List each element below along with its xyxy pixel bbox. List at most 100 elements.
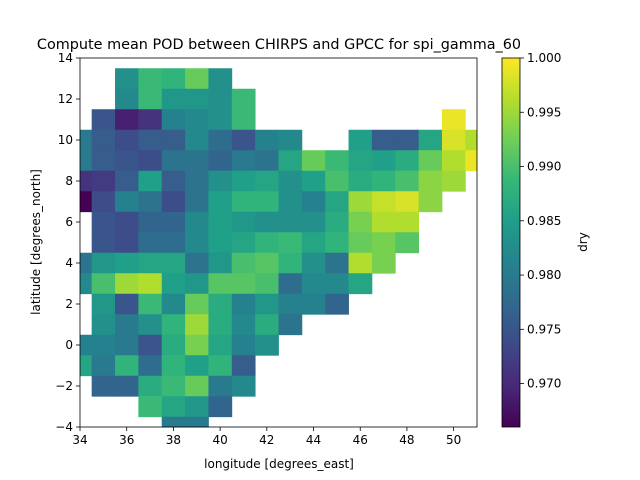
heatmap-cell [115, 355, 139, 377]
heatmap-cell [115, 211, 139, 233]
x-tick-label: 38 [166, 433, 181, 447]
heatmap-cell [91, 334, 116, 356]
heatmap-cell [301, 273, 326, 295]
x-tick-label: 48 [399, 433, 414, 447]
colorbar-tick-label: 0.995 [527, 105, 561, 119]
heatmap-cell [138, 355, 163, 377]
heatmap-cell [91, 232, 116, 254]
heatmap-cell [255, 191, 279, 213]
heatmap-cell [80, 334, 93, 356]
heatmap-cell [161, 211, 186, 233]
heatmap-cell [418, 191, 443, 213]
heatmap-cell [115, 109, 139, 131]
heatmap-cell [80, 273, 93, 295]
heatmap-cell [325, 170, 349, 192]
heatmap-cell [80, 129, 93, 151]
heatmap-cell [115, 293, 139, 315]
heatmap-cell [115, 252, 139, 274]
heatmap-cell [255, 232, 279, 254]
heatmap-cell [115, 68, 139, 90]
heatmap-cell [185, 273, 209, 295]
heatmap-cell [208, 170, 233, 192]
heatmap-cell [208, 334, 233, 356]
heatmap-cell [301, 293, 326, 315]
heatmap-cell [301, 252, 326, 274]
heatmap-cell [185, 252, 209, 274]
heatmap-cell [371, 232, 396, 254]
y-tick-label: −2 [55, 379, 73, 393]
heatmap-cell [185, 88, 209, 110]
heatmap-cell [441, 170, 466, 192]
heatmap-cell [138, 252, 163, 274]
heatmap-cell [231, 375, 256, 397]
heatmap-cell [138, 109, 163, 131]
heatmap-cell [161, 170, 186, 192]
colorbar-tick-label: 0.985 [527, 214, 561, 228]
heatmap-cell [185, 211, 209, 233]
colorbar [501, 57, 521, 428]
heatmap-cell [138, 375, 163, 397]
x-tick-label: 36 [119, 433, 134, 447]
heatmap-cell [441, 109, 466, 131]
heatmap-cell [231, 355, 256, 377]
heatmap-cell [231, 150, 256, 172]
heatmap-cell [208, 129, 233, 151]
y-tick-label: −4 [55, 420, 73, 434]
heatmap-cell [91, 314, 116, 336]
heatmap-cell [395, 191, 420, 213]
plot-frame [79, 57, 478, 428]
heatmap-cell [161, 314, 186, 336]
heatmap-cell [348, 273, 373, 295]
heatmap-cell [325, 211, 349, 233]
colorbar-tick-label: 0.980 [527, 268, 561, 282]
heatmap-cell [161, 129, 186, 151]
heatmap-cell [231, 170, 256, 192]
heatmap-cell [161, 355, 186, 377]
heatmap-cell [208, 273, 233, 295]
heatmap-cell [278, 273, 303, 295]
heatmap-cell [231, 252, 256, 274]
heatmap-cell [80, 252, 93, 274]
heatmap-cell [115, 273, 139, 295]
heatmap-cell [115, 375, 139, 397]
heatmap-cell [208, 252, 233, 274]
heatmap-cell [371, 170, 396, 192]
heatmap-cell [278, 191, 303, 213]
colorbar-label: dry [576, 232, 590, 252]
heatmap-cell [91, 170, 116, 192]
heatmap-cell [161, 252, 186, 274]
x-tick-label: 40 [212, 433, 227, 447]
heatmap-cell [231, 314, 256, 336]
heatmap-cell [371, 211, 396, 233]
heatmap-cell [138, 314, 163, 336]
heatmap-cell [91, 355, 116, 377]
colorbar-tick-label: 1.000 [527, 51, 561, 65]
heatmap-cell [255, 252, 279, 274]
x-tick-label: 50 [446, 433, 461, 447]
heatmap-cell [255, 150, 279, 172]
heatmap-cell [371, 252, 396, 274]
heatmap-cell [161, 293, 186, 315]
heatmap-cell [115, 150, 139, 172]
heatmap-cell [138, 232, 163, 254]
colorbar-ticks: 0.970 0.975 0.980 0.985 0.990 0.995 1.000 [520, 51, 561, 391]
y-tick-label: 10 [58, 133, 73, 147]
heatmap-cell [80, 355, 93, 377]
colorbar-tick-label: 0.975 [527, 322, 561, 336]
heatmap-cell [91, 252, 116, 274]
heatmap-cell [91, 375, 116, 397]
x-tick-label: 46 [353, 433, 368, 447]
heatmap-cell [185, 416, 209, 428]
heatmap-cell [301, 211, 326, 233]
heatmap-cell [325, 150, 349, 172]
heatmap-cell [348, 211, 373, 233]
heatmap-cell [231, 191, 256, 213]
y-tick-label: 6 [65, 215, 73, 229]
heatmap-cell [91, 129, 116, 151]
heatmap-cell [441, 129, 466, 151]
heatmap-cell [348, 232, 373, 254]
heatmap-cell [138, 68, 163, 90]
heatmap-cell [231, 293, 256, 315]
heatmap-cell [185, 232, 209, 254]
